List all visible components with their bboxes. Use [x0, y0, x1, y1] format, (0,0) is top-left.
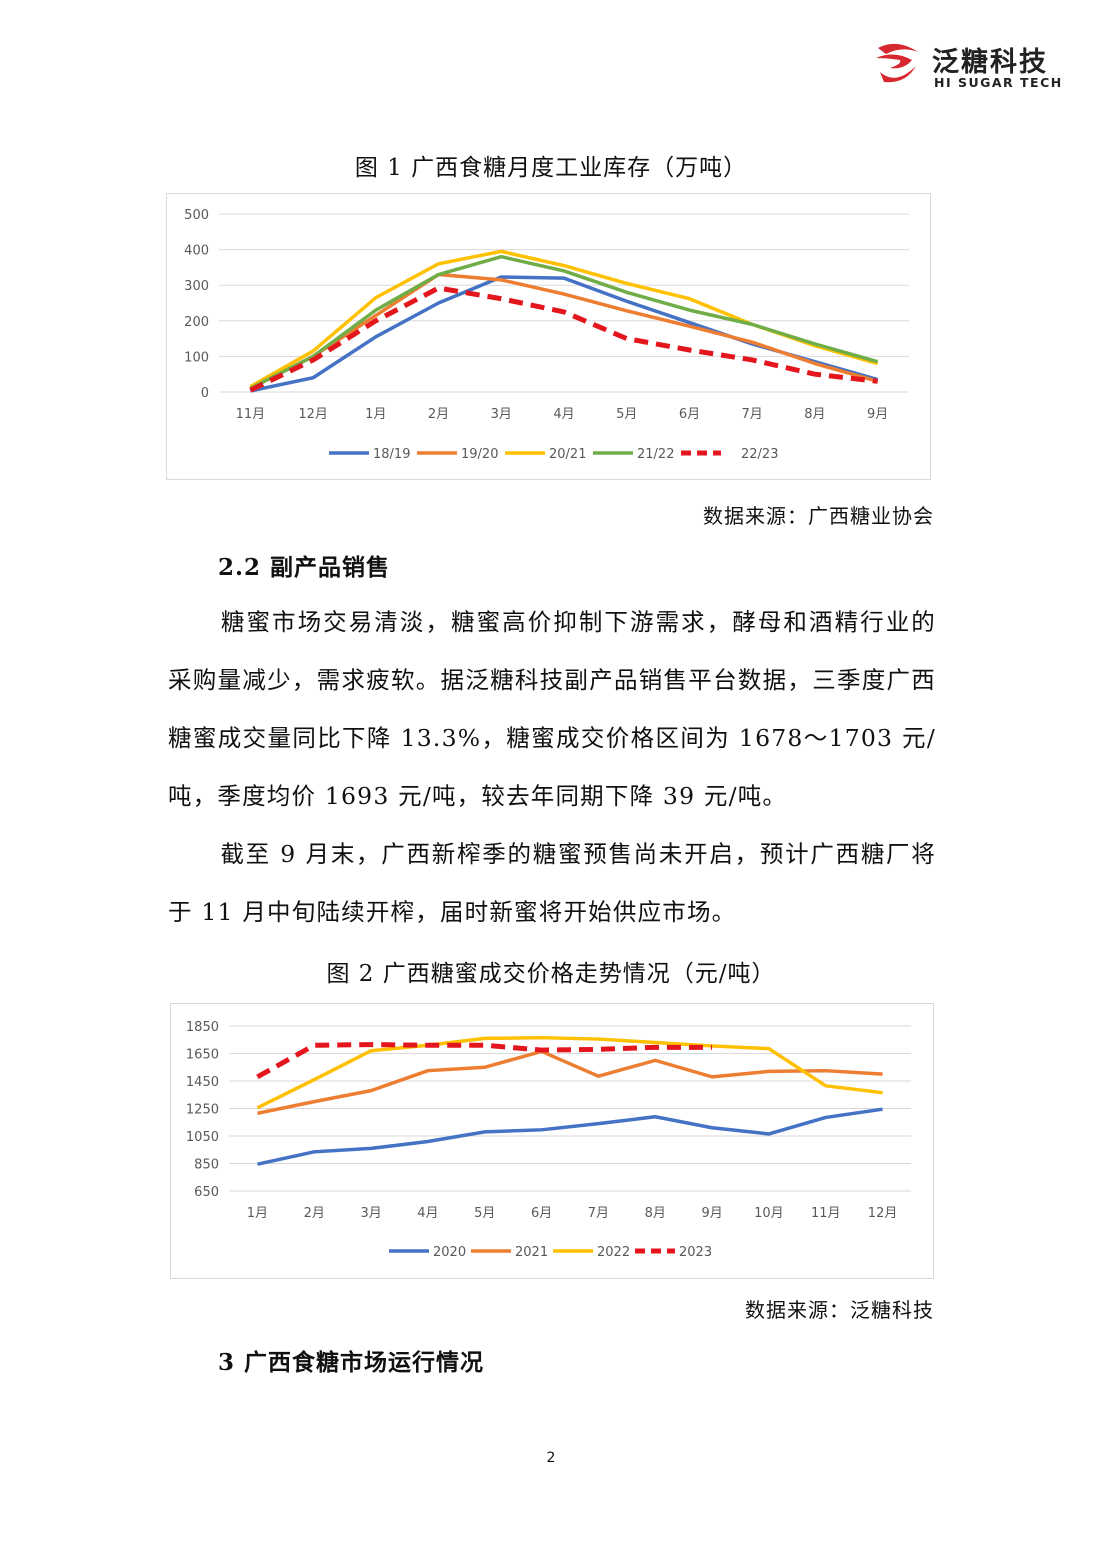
- legend-label: 2023: [679, 1245, 712, 1260]
- x-tick-label: 9月: [701, 1206, 722, 1221]
- paragraph: 截至 9 月末，广西新榨季的糖蜜预售尚未开启，预计广西糖厂将于 11 月中旬陆续…: [168, 825, 936, 941]
- paragraph-text: 糖蜜市场交易清淡，糖蜜高价抑制下游需求，酵母和酒精行业的采购量减少，需求疲软。据…: [168, 608, 936, 810]
- legend-label: 2021: [515, 1245, 548, 1260]
- y-tick-label: 650: [194, 1185, 219, 1200]
- series-line-2021: [257, 1049, 883, 1116]
- page-number: 2: [546, 1450, 556, 1466]
- series-line-2020: [257, 1107, 883, 1166]
- logo-subtitle: HI SUGAR TECH: [934, 75, 1063, 90]
- x-tick-label: 7月: [588, 1206, 609, 1221]
- x-tick-label: 1月: [247, 1206, 268, 1221]
- series-line-2022: [256, 1035, 883, 1110]
- paragraph: 糖蜜市场交易清淡，糖蜜高价抑制下游需求，酵母和酒精行业的采购量减少，需求疲软。据…: [168, 593, 936, 825]
- logo-text: 泛糖科技: [932, 47, 1048, 78]
- x-tick-label: 8月: [645, 1206, 666, 1221]
- y-tick-label: 500: [184, 208, 209, 223]
- x-tick-label: 9月: [867, 407, 888, 422]
- x-tick-label: 1月: [365, 407, 386, 422]
- x-tick-label: 4月: [553, 407, 574, 422]
- legend-label: 20/21: [549, 447, 586, 462]
- x-tick-label: 11月: [236, 407, 266, 422]
- figure2-chart: 650 850 1050 1250 1450 1650 1850 1月 2月 3月 4月 5月 6月 7月…: [170, 1003, 934, 1279]
- legend-label: 2022: [597, 1245, 630, 1260]
- x-tick-label: 2月: [428, 407, 449, 422]
- x-tick-label: 8月: [804, 407, 825, 422]
- y-tick-label: 1650: [186, 1048, 219, 1063]
- y-tick-label: 1250: [186, 1103, 219, 1118]
- legend-label: 19/20: [461, 447, 498, 462]
- y-tick-label: 850: [194, 1158, 219, 1173]
- legend-label: 21/22: [637, 447, 674, 462]
- x-tick-label: 6月: [679, 407, 700, 422]
- series-line-2023: [256, 1042, 713, 1080]
- section-heading-2-2: 2.2 副产品销售: [218, 554, 391, 581]
- y-tick-label: 1850: [186, 1020, 219, 1035]
- hi-sugar-logo-icon: [876, 43, 918, 83]
- figure1-caption: 图 1 广西食糖月度工业库存（万吨）: [354, 155, 748, 181]
- y-tick-label: 1050: [186, 1130, 219, 1145]
- y-tick-label: 200: [184, 315, 209, 330]
- y-tick-label: 0: [201, 386, 209, 401]
- x-tick-label: 12月: [868, 1206, 898, 1221]
- paragraph-text: 截至 9 月末，广西新榨季的糖蜜预售尚未开启，预计广西糖厂将于 11 月中旬陆续…: [168, 840, 936, 926]
- y-tick-label: 1450: [186, 1075, 219, 1090]
- x-tick-label: 3月: [360, 1206, 381, 1221]
- y-tick-label: 400: [184, 244, 209, 259]
- y-tick-label: 100: [184, 350, 209, 365]
- x-tick-label: 3月: [491, 407, 512, 422]
- x-tick-label: 7月: [742, 407, 763, 422]
- y-tick-label: 300: [184, 279, 209, 294]
- x-tick-label: 5月: [616, 407, 637, 422]
- x-tick-label: 11月: [811, 1206, 841, 1221]
- series-line-22/23: [249, 285, 878, 393]
- figure1-chart: 0 100 200 300 400 500 11月 12月 1月 2月 3月 4月 5月 6月 7月 8月 9月…: [166, 193, 931, 480]
- series-line-21/22: [249, 254, 879, 390]
- figure2-source: 数据来源：泛糖科技: [745, 1298, 934, 1322]
- series-line-19/20: [249, 272, 879, 390]
- figure2-caption: 图 2 广西糖蜜成交价格走势情况（元/吨）: [326, 961, 776, 987]
- legend-label: 18/19: [373, 447, 410, 462]
- x-tick-label: 4月: [417, 1206, 438, 1221]
- x-tick-label: 6月: [531, 1206, 552, 1221]
- section-heading-3: 3 广西食糖市场运行情况: [218, 1349, 485, 1376]
- x-tick-label: 2月: [304, 1206, 325, 1221]
- x-tick-label: 12月: [298, 407, 328, 422]
- legend-label: 2020: [433, 1245, 466, 1260]
- legend-label: 22/23: [741, 447, 778, 462]
- figure1-source: 数据来源：广西糖业协会: [703, 504, 934, 528]
- x-tick-label: 5月: [474, 1206, 495, 1221]
- x-tick-label: 10月: [754, 1206, 784, 1221]
